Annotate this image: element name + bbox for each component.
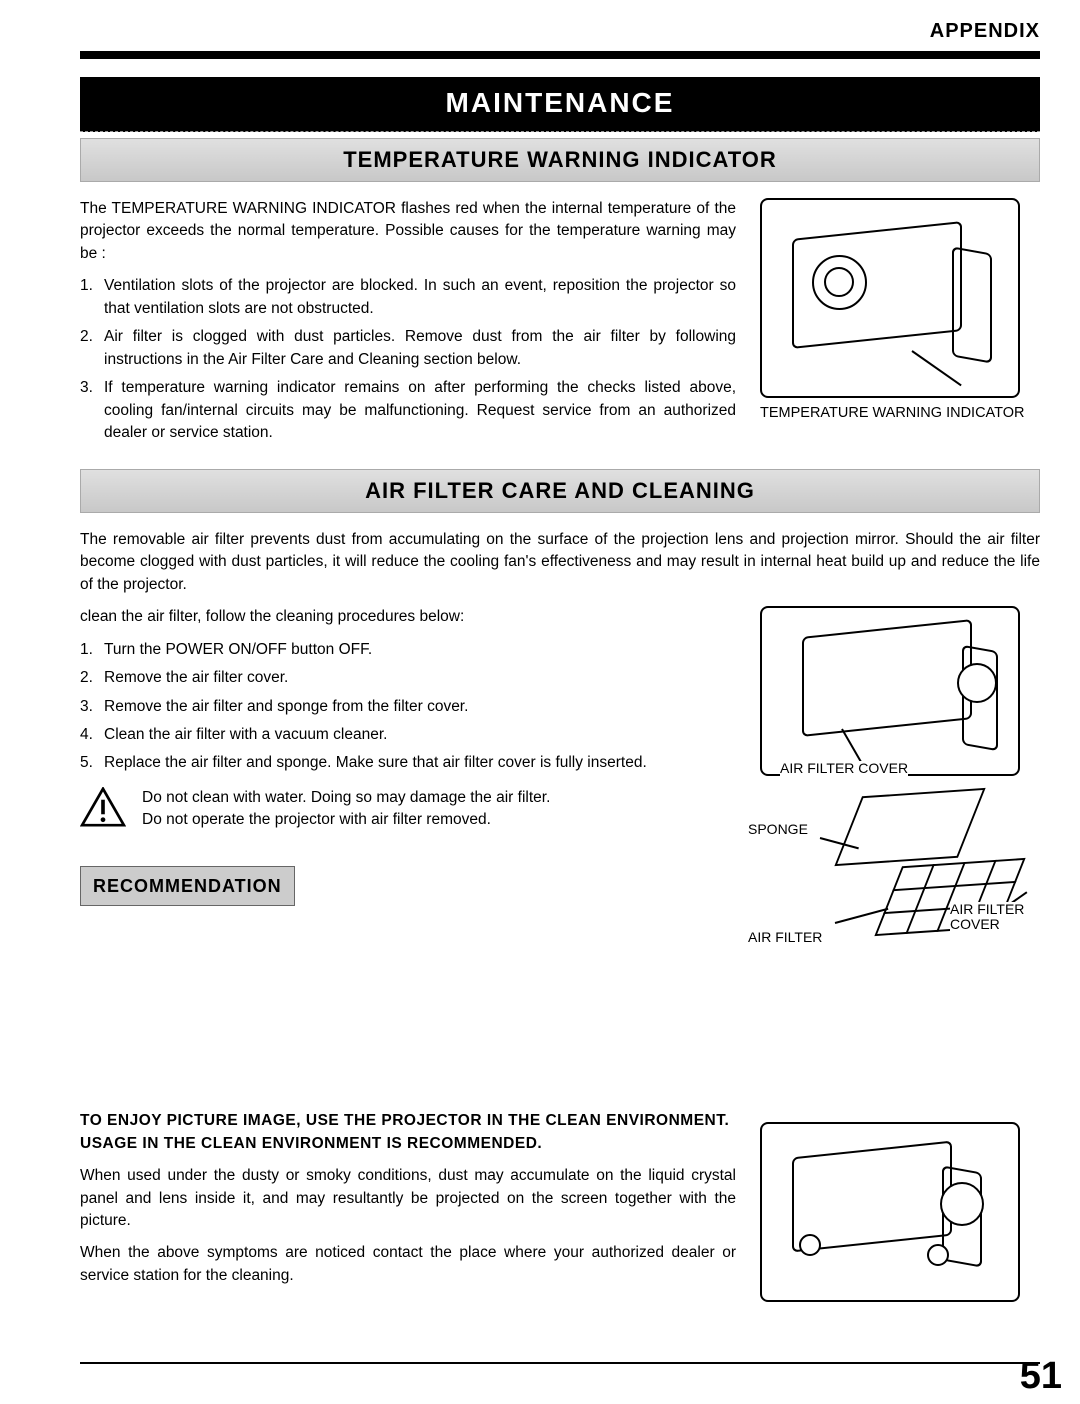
figure-label-filter-cover-right: AIR FILTER COVER — [950, 902, 1050, 933]
list-item: 3.Remove the air filter and sponge from … — [80, 696, 736, 718]
cause-text: Ventilation slots of the projector are b… — [104, 275, 736, 320]
main-title-banner: MAINTENANCE — [80, 77, 1040, 132]
recommendation-body: TO ENJOY PICTURE IMAGE, USE THE PROJECTO… — [80, 1110, 1040, 1302]
top-rule — [80, 51, 1040, 59]
bottom-rule — [80, 1362, 1040, 1364]
caution-block: Do not clean with water. Doing so may da… — [80, 787, 736, 832]
recommendation-bold: TO ENJOY PICTURE IMAGE, USE THE PROJECTO… — [80, 1110, 736, 1155]
figure-label-air-filter: AIR FILTER — [748, 930, 822, 945]
cause-text: Air filter is clogged with dust particle… — [104, 326, 736, 371]
list-item: 3.If temperature warning indicator remai… — [80, 377, 736, 444]
airfilter-lead: clean the air filter, follow the cleanin… — [80, 606, 736, 628]
recommendation-para1: When used under the dusty or smoky condi… — [80, 1165, 736, 1232]
list-item: 1.Ventilation slots of the projector are… — [80, 275, 736, 320]
figure-label-sponge: SPONGE — [748, 822, 808, 837]
cause-text: If temperature warning indicator remains… — [104, 377, 736, 444]
airfilter-section-title: AIR FILTER CARE AND CLEANING — [80, 469, 1040, 513]
appendix-label: APPENDIX — [80, 20, 1040, 43]
temperature-section-body: The TEMPERATURE WARNING INDICATOR flashe… — [80, 198, 1040, 451]
temperature-figure — [760, 198, 1020, 398]
caution-text-2: Do not operate the projector with air fi… — [142, 809, 550, 831]
list-item: 5.Replace the air filter and sponge. Mak… — [80, 752, 736, 774]
airfilter-intro: The removable air filter prevents dust f… — [80, 529, 1040, 596]
page-number: 51 — [1020, 1355, 1062, 1398]
caution-text-1: Do not clean with water. Doing so may da… — [142, 787, 550, 809]
temperature-intro: The TEMPERATURE WARNING INDICATOR flashe… — [80, 198, 736, 265]
figure-label-filter-cover: AIR FILTER COVER — [780, 761, 908, 776]
list-item: 4.Clean the air filter with a vacuum cle… — [80, 724, 736, 746]
step-text: Replace the air filter and sponge. Make … — [104, 752, 647, 774]
step-text: Clean the air filter with a vacuum clean… — [104, 724, 387, 746]
recommendation-tag: RECOMMENDATION — [80, 866, 295, 906]
temperature-figure-caption: TEMPERATURE WARNING INDICATOR — [760, 404, 1040, 422]
temperature-section-title: TEMPERATURE WARNING INDICATOR — [80, 138, 1040, 182]
step-text: Remove the air filter and sponge from th… — [104, 696, 468, 718]
airfilter-section-body: clean the air filter, follow the cleanin… — [80, 606, 1040, 1092]
airfilter-figure-top: AIR FILTER COVER — [760, 606, 1020, 776]
recommendation-figure — [760, 1122, 1020, 1302]
list-item: 2.Air filter is clogged with dust partic… — [80, 326, 736, 371]
warning-icon — [80, 787, 126, 827]
airfilter-steps-list: 1.Turn the POWER ON/OFF button OFF. 2.Re… — [80, 639, 736, 775]
airfilter-figures: AIR FILTER COVER SPONGE AIR FILTER — [760, 606, 1040, 1092]
recommendation-para2: When the above symptoms are noticed cont… — [80, 1242, 736, 1287]
step-text: Remove the air filter cover. — [104, 667, 288, 689]
airfilter-figure-parts: SPONGE AIR FILTER AIR FILTER COVER — [760, 782, 1040, 1092]
temperature-causes-list: 1.Ventilation slots of the projector are… — [80, 275, 736, 444]
step-text: Turn the POWER ON/OFF button OFF. — [104, 639, 372, 661]
list-item: 2.Remove the air filter cover. — [80, 667, 736, 689]
list-item: 1.Turn the POWER ON/OFF button OFF. — [80, 639, 736, 661]
